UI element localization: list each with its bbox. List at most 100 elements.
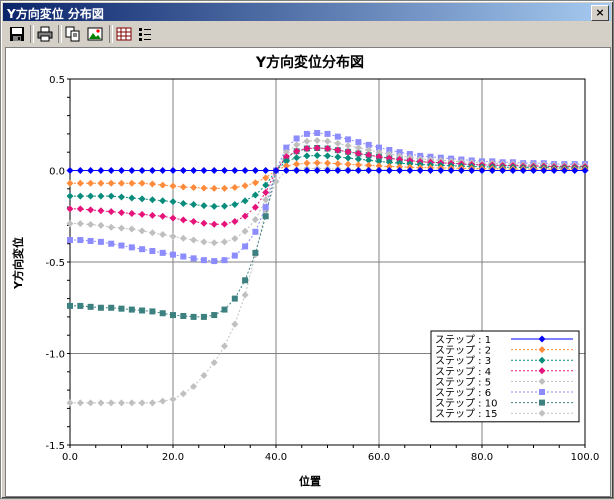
- data-point: [190, 218, 198, 226]
- series-line: [70, 162, 585, 189]
- data-point: [251, 216, 259, 224]
- legend-marker: [538, 335, 546, 343]
- data-point: [118, 179, 125, 187]
- grid-icon[interactable]: [116, 26, 132, 42]
- y-tick-label: -0.5: [45, 258, 65, 269]
- data-point: [396, 163, 404, 171]
- data-point: [241, 227, 249, 235]
- data-point: [231, 235, 239, 243]
- data-point: [251, 167, 259, 174]
- data-point: [365, 167, 373, 174]
- data-point: [77, 302, 84, 309]
- title-bar[interactable]: Y方向変位 分布図 ×: [3, 3, 611, 21]
- data-point: [375, 157, 383, 165]
- list-icon[interactable]: [137, 26, 153, 42]
- data-point: [252, 249, 259, 256]
- data-point: [180, 253, 187, 260]
- data-point: [118, 399, 125, 407]
- data-point: [180, 312, 187, 319]
- data-point: [354, 149, 362, 157]
- data-point: [138, 179, 146, 187]
- series-line: [70, 168, 585, 404]
- data-point: [66, 179, 74, 187]
- data-point: [241, 197, 249, 205]
- data-point: [148, 167, 156, 174]
- legend-marker: [538, 356, 546, 364]
- data-point: [396, 156, 404, 164]
- data-point: [334, 139, 342, 147]
- data-point: [376, 144, 382, 151]
- data-point: [221, 184, 228, 192]
- data-point: [293, 135, 300, 142]
- data-point: [66, 192, 74, 200]
- data-point: [170, 251, 176, 258]
- legend-entry-label: ステップ : 4: [435, 366, 491, 378]
- data-point: [159, 231, 167, 239]
- data-point: [571, 167, 579, 174]
- data-point: [262, 188, 270, 196]
- toolbar-separator: [30, 25, 34, 43]
- legend-entry-label: ステップ : 5: [435, 376, 491, 388]
- legend-box: [430, 330, 580, 423]
- data-point: [241, 212, 249, 220]
- data-point: [169, 395, 177, 403]
- data-point: [97, 192, 105, 200]
- data-point: [344, 167, 352, 174]
- data-point: [251, 179, 259, 187]
- data-point: [282, 153, 290, 161]
- copy-icon[interactable]: [65, 26, 81, 42]
- data-point: [365, 161, 373, 169]
- legend-entry-label: ステップ : 1: [435, 334, 491, 346]
- data-point: [179, 183, 187, 191]
- data-point: [97, 221, 105, 229]
- series-group: [66, 167, 589, 174]
- data-point: [324, 167, 331, 174]
- data-point: [159, 310, 166, 317]
- data-point: [241, 291, 249, 299]
- data-point: [221, 202, 228, 210]
- data-point: [159, 212, 167, 220]
- close-button[interactable]: ×: [591, 5, 609, 21]
- data-point: [303, 137, 311, 145]
- data-point: [221, 220, 228, 228]
- series-layer: [66, 129, 589, 407]
- save-icon[interactable]: [9, 26, 25, 42]
- data-point: [272, 167, 280, 174]
- data-point: [324, 137, 331, 145]
- data-point: [128, 306, 135, 313]
- data-point: [76, 205, 84, 213]
- data-point: [488, 167, 496, 174]
- data-point: [128, 179, 136, 187]
- data-point: [345, 136, 352, 143]
- data-point: [179, 390, 187, 398]
- data-point: [169, 198, 177, 206]
- data-point: [365, 146, 373, 154]
- data-point: [76, 179, 84, 187]
- data-point: [437, 167, 445, 174]
- data-point: [118, 209, 125, 217]
- data-point: [251, 191, 259, 199]
- data-point: [231, 218, 239, 226]
- data-point: [97, 207, 105, 215]
- data-point: [118, 224, 125, 232]
- data-point: [118, 242, 125, 249]
- data-point: [375, 153, 383, 161]
- data-point: [97, 179, 105, 187]
- data-point: [344, 142, 352, 150]
- data-point: [159, 181, 167, 189]
- export-image-icon[interactable]: [87, 26, 103, 42]
- data-point: [97, 304, 104, 311]
- data-point: [76, 167, 84, 174]
- data-point: [396, 159, 404, 167]
- data-point: [118, 305, 125, 312]
- data-point: [303, 145, 311, 153]
- toolbar-separator: [109, 25, 113, 43]
- data-point: [148, 399, 156, 407]
- data-point: [221, 342, 228, 350]
- data-point: [66, 220, 74, 228]
- print-icon[interactable]: [37, 26, 53, 42]
- y-tick-label: -1.0: [45, 350, 65, 361]
- data-point: [190, 184, 198, 192]
